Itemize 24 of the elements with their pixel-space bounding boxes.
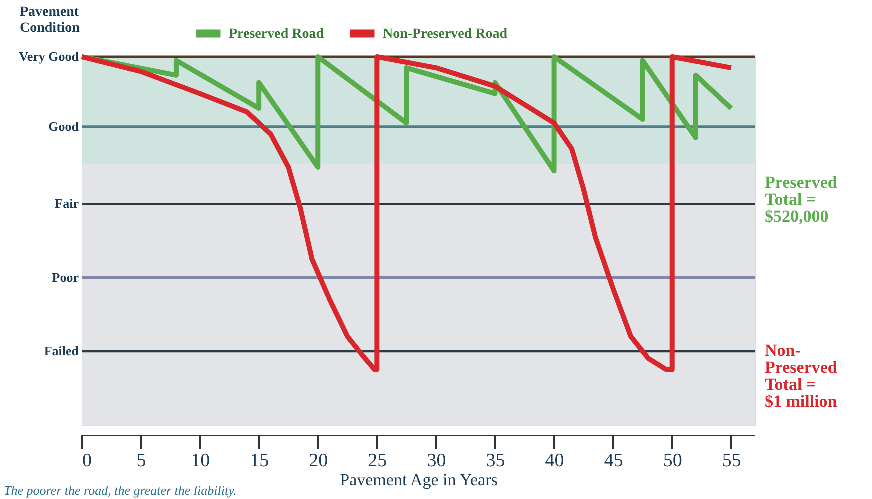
x-tick-label: 25 [368,450,388,472]
text: Preserved Total = $520,000 [765,173,838,226]
ref-line-label: Good [48,118,80,134]
x-tick-label: 15 [250,450,270,472]
x-tick-label: 45 [604,450,624,472]
ref-line-label: Failed [44,343,80,358]
ref-line-label: Very Good [19,49,80,64]
x-tick-label: 35 [486,450,506,472]
x-tick-label: 50 [663,450,682,472]
y-axis-title: Pavement Condition [20,5,80,36]
x-tick-label: 0 [82,450,92,472]
x-tick-label: 55 [722,450,742,472]
x-tick-label: 5 [136,450,146,472]
text: The poorer the road, the greater the liability. [4,483,237,498]
x-tick-label: 20 [309,450,328,472]
text: Non- Preserved Total = $1 million [765,341,838,411]
ref-line-label: Fair [55,196,80,212]
legend-label: Non-Preserved Road [383,26,508,42]
ref-line-label: Poor [52,270,80,285]
x-tick-label: 40 [545,450,564,472]
x-axis-title: Pavement Age in Years [340,470,498,490]
legend-label: Preserved Road [229,26,324,42]
x-tick-label: 30 [427,450,446,472]
x-tick-label: 10 [191,450,210,472]
